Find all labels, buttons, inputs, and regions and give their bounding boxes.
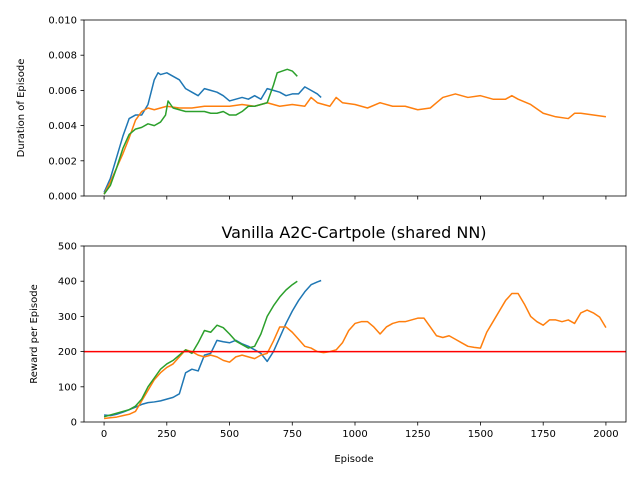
series-green-line bbox=[103, 280, 298, 418]
y-tick-label: 0.008 bbox=[48, 51, 77, 62]
x-tick-label: 2000 bbox=[593, 429, 618, 440]
x-tick-label: 1750 bbox=[530, 429, 555, 440]
x-tick-label: 250 bbox=[157, 429, 176, 440]
y-tick-label: 500 bbox=[58, 242, 77, 253]
y-tick-label: 100 bbox=[58, 382, 77, 393]
y-tick-label: 0.006 bbox=[48, 86, 77, 97]
x-axis-label: Episode bbox=[334, 454, 373, 465]
x-tick-label: 750 bbox=[283, 429, 302, 440]
duration-plot-frame bbox=[83, 19, 627, 197]
x-tick-label: 1500 bbox=[468, 429, 493, 440]
series-orange-line bbox=[103, 93, 607, 195]
y-axis-label: Duration of Episode bbox=[16, 59, 27, 158]
y-tick-label: 200 bbox=[58, 347, 77, 358]
series-blue-line bbox=[103, 279, 322, 417]
y-tick-label: 0.002 bbox=[48, 156, 77, 167]
y-tick-label: 0 bbox=[71, 418, 77, 429]
x-tick-label: 0 bbox=[101, 429, 107, 440]
x-tick-label: 1250 bbox=[405, 429, 430, 440]
x-tick-label: 500 bbox=[220, 429, 239, 440]
duration-chart-panel: 0.000 0.002 0.004 0.006 0.008 0.010 Duration o… bbox=[16, 16, 627, 203]
y-tick-label: 0.000 bbox=[48, 192, 77, 203]
y-tick-label: 400 bbox=[58, 277, 77, 288]
reward-plot-frame bbox=[83, 245, 627, 423]
chart-title: Vanilla A2C-Cartpole (shared NN) bbox=[221, 223, 486, 242]
y-tick-label: 0.004 bbox=[48, 121, 77, 132]
y-axis-label: Reward per Episode bbox=[29, 284, 40, 383]
y-tick-label: 300 bbox=[58, 312, 77, 323]
x-tick-label: 1000 bbox=[342, 429, 367, 440]
y-tick-label: 0.010 bbox=[48, 16, 77, 27]
series-green-line bbox=[103, 68, 298, 195]
series-blue-line bbox=[103, 72, 322, 193]
reward-chart-panel: Vanilla A2C-Cartpole (shared NN) Episode… bbox=[29, 223, 627, 465]
